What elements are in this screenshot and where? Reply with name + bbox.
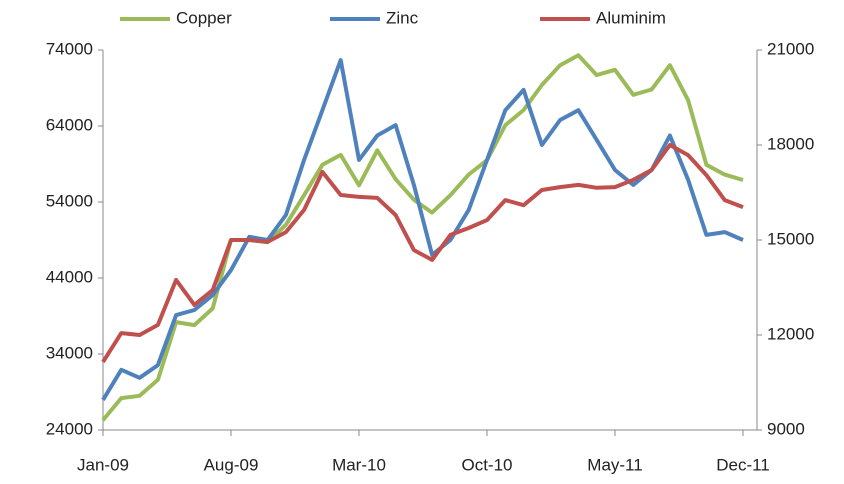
x-tick-label: Dec-11 [716, 455, 770, 474]
x-tick-label: May-11 [587, 455, 642, 474]
x-tick-label: Oct-10 [461, 455, 512, 474]
y2-tick-label: 15000 [767, 229, 814, 248]
series-line [101, 58, 744, 401]
x-tick-label: Jan-09 [77, 455, 129, 474]
y2-tick-label: 12000 [767, 324, 814, 343]
y2-tick-label: 21000 [767, 39, 814, 58]
y2-tick-label: 18000 [767, 134, 814, 153]
y-tick-label: 54000 [46, 191, 93, 210]
y-tick-label: 64000 [46, 115, 93, 134]
y-tick-label: 34000 [46, 343, 93, 362]
y2-tick-label: 9000 [767, 419, 805, 438]
x-tick-label: Mar-10 [332, 455, 386, 474]
series-line [101, 143, 744, 363]
series-line [101, 53, 744, 422]
legend-label: Zinc [386, 8, 419, 27]
legend-label: Aluminim [596, 8, 666, 27]
legend-label: Copper [176, 8, 232, 27]
x-tick-label: Aug-09 [204, 455, 259, 474]
y-tick-label: 44000 [46, 267, 93, 286]
y-tick-label: 24000 [46, 419, 93, 438]
y-tick-label: 74000 [46, 39, 93, 58]
